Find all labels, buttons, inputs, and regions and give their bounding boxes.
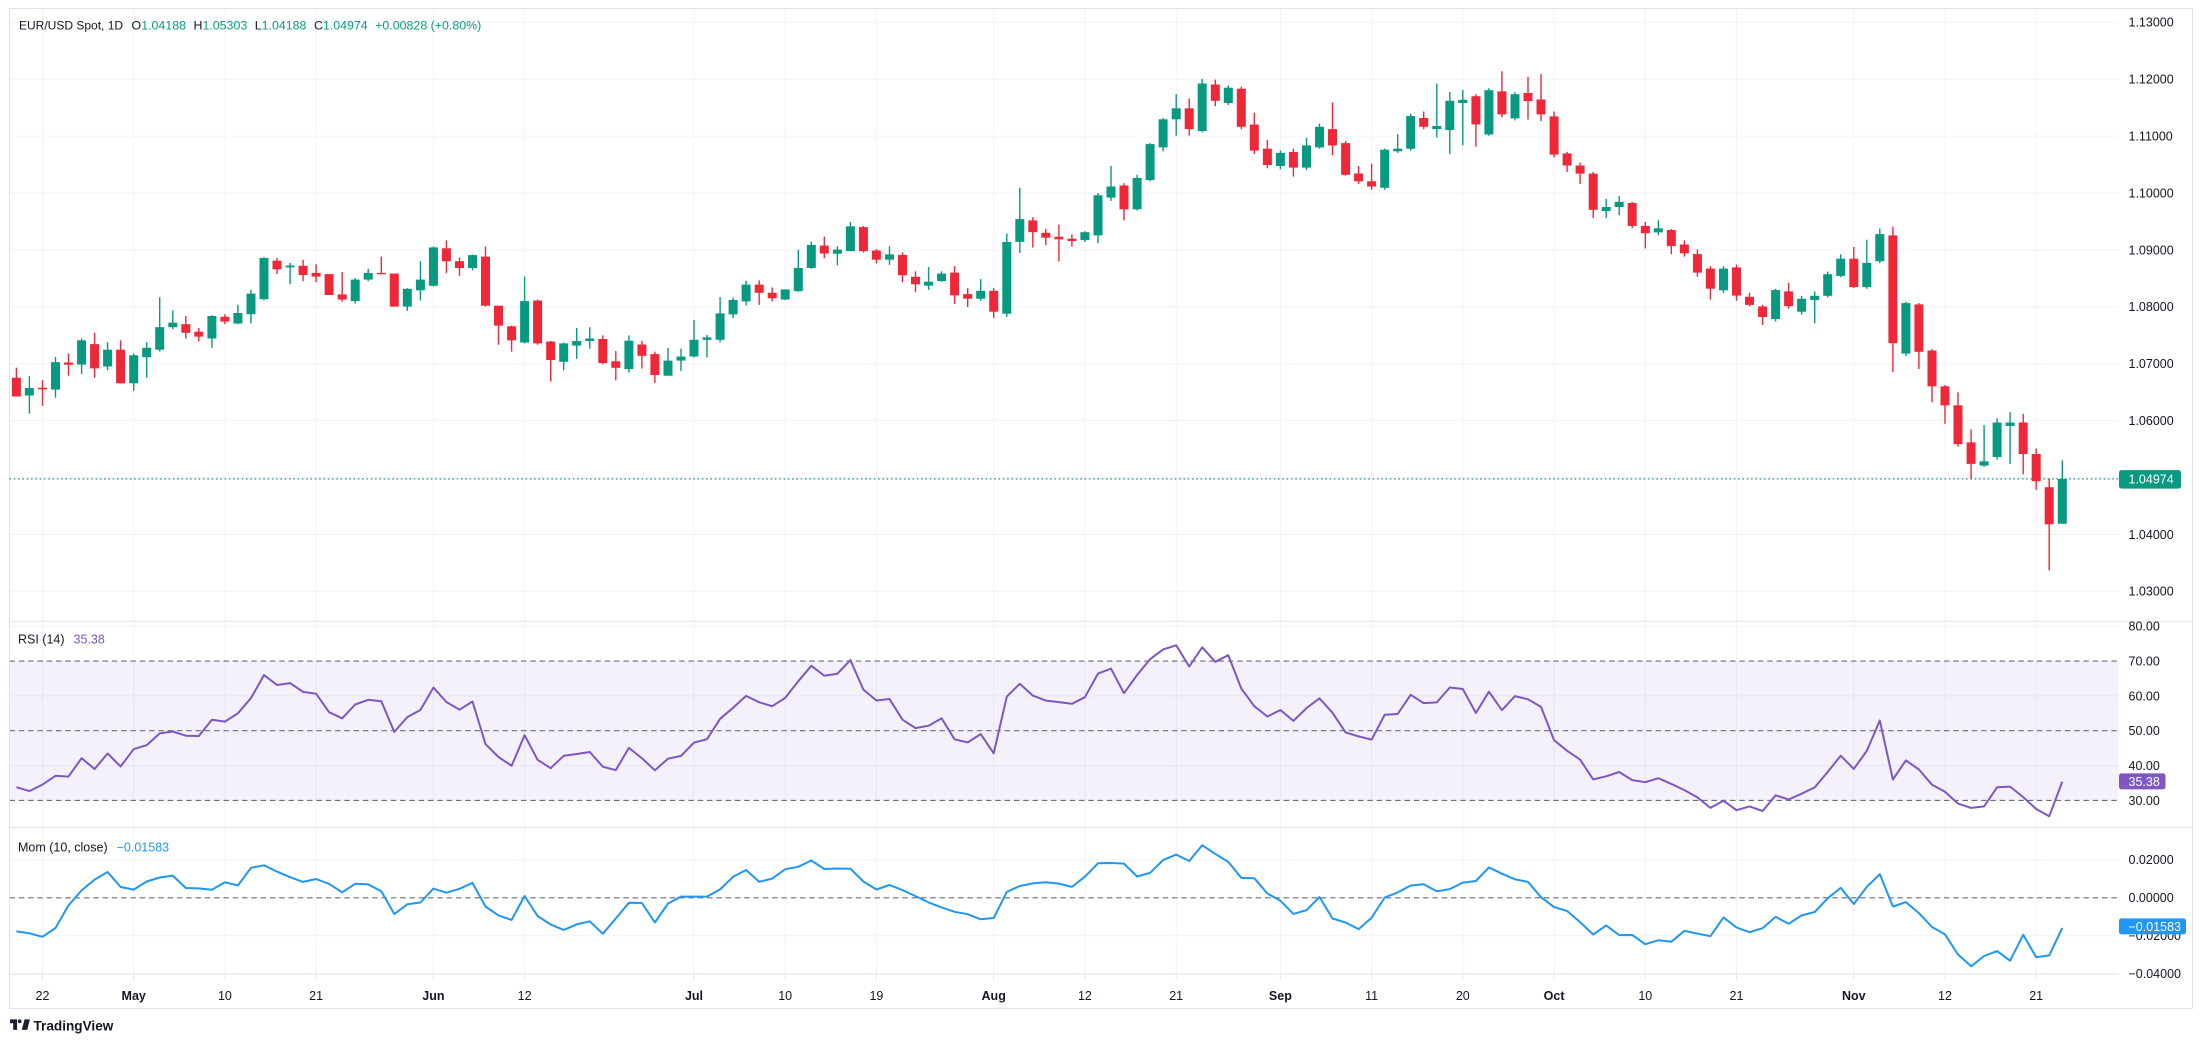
svg-text:Aug: Aug bbox=[982, 989, 1006, 1003]
svg-text:10: 10 bbox=[778, 989, 792, 1003]
svg-text:30.00: 30.00 bbox=[2129, 794, 2160, 808]
svg-text:1.06000: 1.06000 bbox=[2129, 414, 2174, 428]
svg-text:40.00: 40.00 bbox=[2129, 759, 2160, 773]
svg-text:50.00: 50.00 bbox=[2129, 724, 2160, 738]
svg-text:TradingView: TradingView bbox=[34, 1018, 114, 1033]
svg-text:Oct: Oct bbox=[1544, 989, 1566, 1003]
svg-text:22: 22 bbox=[36, 989, 50, 1003]
svg-text:1.11000: 1.11000 bbox=[2129, 130, 2173, 144]
svg-text:10: 10 bbox=[218, 989, 232, 1003]
svg-text:60.00: 60.00 bbox=[2129, 689, 2160, 703]
svg-text:May: May bbox=[122, 989, 146, 1003]
svg-text:21: 21 bbox=[1169, 989, 1183, 1003]
svg-text:12: 12 bbox=[518, 989, 532, 1003]
svg-text:1.03000: 1.03000 bbox=[2129, 585, 2174, 599]
svg-text:1.12000: 1.12000 bbox=[2129, 73, 2174, 87]
svg-text:20: 20 bbox=[1456, 989, 1470, 1003]
svg-text:Sep: Sep bbox=[1269, 989, 1292, 1003]
svg-text:12: 12 bbox=[1938, 989, 1952, 1003]
svg-text:1.13000: 1.13000 bbox=[2129, 16, 2174, 30]
svg-text:10: 10 bbox=[1638, 989, 1652, 1003]
svg-text:Mom (10, close)−0.01583: Mom (10, close) −0.01583 bbox=[18, 841, 169, 855]
svg-text:Nov: Nov bbox=[1842, 989, 1866, 1003]
svg-text:11: 11 bbox=[1365, 989, 1378, 1003]
svg-text:21: 21 bbox=[2029, 989, 2043, 1003]
svg-text:Jul: Jul bbox=[685, 989, 703, 1003]
svg-text:1.04974: 1.04974 bbox=[2129, 473, 2174, 487]
svg-text:35.38: 35.38 bbox=[2129, 775, 2160, 789]
svg-text:1.09000: 1.09000 bbox=[2129, 243, 2174, 257]
svg-text:1.07000: 1.07000 bbox=[2129, 357, 2174, 371]
svg-text:1.04000: 1.04000 bbox=[2129, 528, 2174, 542]
svg-text:1.08000: 1.08000 bbox=[2129, 300, 2174, 314]
svg-text:19: 19 bbox=[869, 989, 883, 1003]
svg-text:−0.01583: −0.01583 bbox=[2129, 920, 2182, 934]
svg-text:0.00000: 0.00000 bbox=[2129, 891, 2174, 905]
svg-text:21: 21 bbox=[309, 989, 323, 1003]
svg-text:−0.04000: −0.04000 bbox=[2129, 967, 2182, 981]
svg-text:1.10000: 1.10000 bbox=[2129, 186, 2174, 200]
svg-text:Jun: Jun bbox=[422, 989, 444, 1003]
svg-text:12: 12 bbox=[1078, 989, 1092, 1003]
svg-text:70.00: 70.00 bbox=[2129, 655, 2160, 669]
svg-text:80.00: 80.00 bbox=[2129, 620, 2160, 634]
svg-text:RSI (14)35.38: RSI (14) 35.38 bbox=[18, 633, 105, 647]
svg-text:21: 21 bbox=[1730, 989, 1744, 1003]
svg-text:0.02000: 0.02000 bbox=[2129, 853, 2174, 867]
